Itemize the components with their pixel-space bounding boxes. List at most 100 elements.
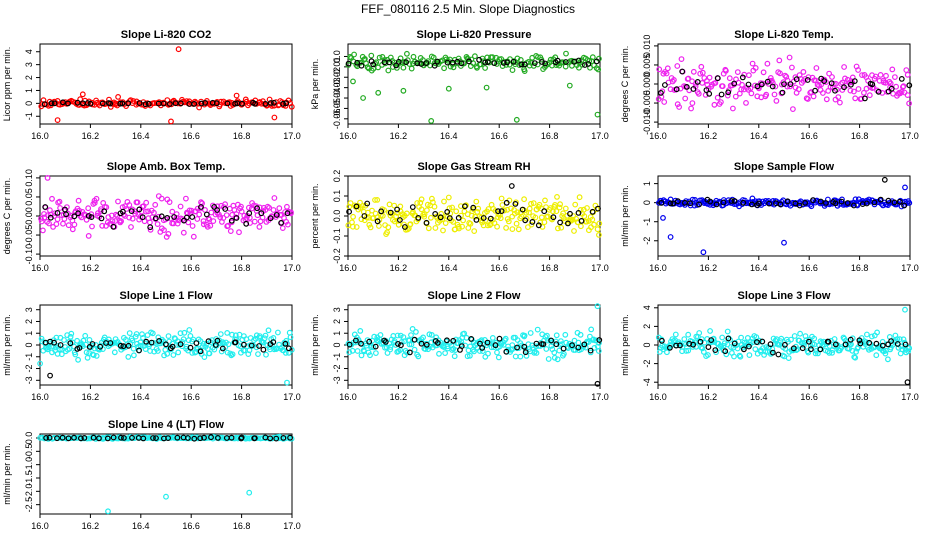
data-point-avg <box>458 60 465 67</box>
y-tick-label: -0.1 <box>332 228 342 244</box>
y-tick-label: -2 <box>642 237 652 245</box>
x-tick-label: 17.0 <box>283 131 301 141</box>
data-point-all <box>883 72 889 79</box>
data-point-all <box>553 208 560 215</box>
x-tick-label: 16.6 <box>490 131 508 141</box>
y-tick-label: -1.5 <box>24 470 34 486</box>
data-point-all <box>499 202 506 208</box>
data-point-avg <box>374 218 381 225</box>
data-point-avg <box>740 199 747 206</box>
data-point-all <box>558 224 565 231</box>
data-point-avg <box>567 210 573 217</box>
x-tick-label: 17.0 <box>591 131 609 141</box>
data-point-all <box>879 338 886 345</box>
data-point-all <box>562 205 569 212</box>
y-tick-label: -0.04 <box>332 88 342 109</box>
x-tick-label: 17.0 <box>283 392 301 402</box>
data-point-all <box>782 72 788 79</box>
data-point-all <box>410 53 417 60</box>
data-point-all <box>589 54 596 61</box>
data-point-all <box>667 86 674 93</box>
data-point-avg <box>156 338 163 344</box>
data-point-all <box>854 202 861 209</box>
data-point-avg <box>171 214 178 220</box>
y-tick-label: -0.010 <box>642 109 652 135</box>
y-tick-label: -2 <box>642 360 652 368</box>
data-point-all <box>130 345 137 352</box>
x-tick-label: 16.4 <box>440 392 458 402</box>
data-point-avg <box>842 341 849 348</box>
data-point-all <box>738 334 744 341</box>
data-point-all <box>492 339 499 346</box>
data-point-avg <box>718 91 725 98</box>
data-point-avg <box>136 206 143 213</box>
data-point-outlier <box>594 380 601 387</box>
data-point-all <box>498 195 505 202</box>
data-point-all <box>530 200 537 207</box>
data-point-all <box>175 100 181 107</box>
data-point-avg <box>76 345 83 351</box>
data-point-all <box>391 218 398 225</box>
data-point-all <box>734 345 741 352</box>
data-point-avg <box>191 100 198 107</box>
data-point-all <box>820 90 826 96</box>
data-point-all <box>578 223 584 230</box>
y-tick-label: -2 <box>24 365 34 373</box>
data-point-all <box>428 214 434 221</box>
data-point-all <box>65 222 72 229</box>
data-point-all <box>417 199 424 206</box>
data-point-all <box>513 220 520 227</box>
data-point-avg <box>748 201 755 208</box>
data-point-avg <box>358 340 364 347</box>
data-point-all <box>841 64 847 70</box>
data-point-avg <box>372 343 379 350</box>
data-point-all <box>246 347 253 354</box>
data-point-all <box>262 332 269 339</box>
data-point-all <box>220 215 227 221</box>
data-point-all <box>368 52 375 59</box>
data-point-avg <box>346 208 353 215</box>
data-point-avg <box>595 205 601 212</box>
chart-title: Slope Li-820 CO2 <box>121 29 211 41</box>
data-point-all <box>408 341 415 348</box>
data-point-avg <box>844 200 851 206</box>
data-point-all <box>357 59 364 66</box>
data-point-avg <box>160 100 167 107</box>
x-tick-label: 16.4 <box>132 131 150 141</box>
data-point-all <box>134 199 141 206</box>
data-point-all <box>182 195 189 202</box>
data-point-all <box>190 233 197 240</box>
data-point-all <box>699 79 706 86</box>
data-point-avg <box>769 83 776 90</box>
data-point-avg <box>287 434 294 441</box>
data-point-all <box>411 346 418 353</box>
data-point-all <box>697 70 704 77</box>
data-point-all <box>864 331 870 338</box>
data-point-all <box>357 328 364 334</box>
data-point-avg <box>683 83 690 90</box>
data-point-avg <box>541 208 548 215</box>
data-point-avg <box>906 82 913 89</box>
data-point-avg <box>659 337 665 344</box>
data-point-all <box>656 66 663 73</box>
data-point-all <box>436 350 442 357</box>
data-point-all <box>734 69 741 75</box>
data-point-avg <box>246 210 253 217</box>
x-tick-label: 16.0 <box>31 392 49 402</box>
data-point-all <box>251 218 258 225</box>
data-point-all <box>749 195 756 202</box>
y-tick-label: -0.05 <box>24 225 34 246</box>
data-point-all <box>445 194 452 201</box>
data-point-avg <box>142 101 149 108</box>
y-tick-label: 3 <box>24 307 34 312</box>
data-point-all <box>752 64 759 71</box>
x-tick-label: 16.8 <box>851 131 869 141</box>
data-point-all <box>545 356 552 362</box>
data-point-avg <box>677 342 683 349</box>
data-point-avg <box>503 199 510 206</box>
data-point-all <box>84 354 91 361</box>
data-point-all <box>874 329 880 336</box>
data-point-all <box>350 223 356 230</box>
data-point-all <box>430 54 437 61</box>
y-tick-label: 0.000 <box>642 73 652 96</box>
